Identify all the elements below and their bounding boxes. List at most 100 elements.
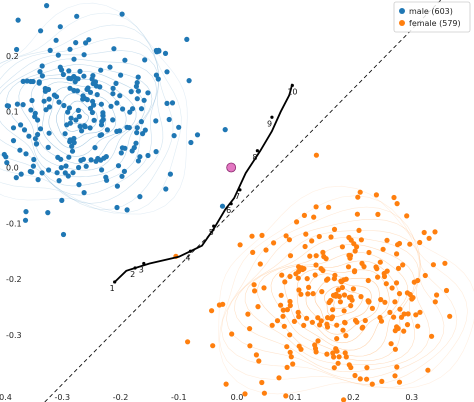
data-point [356,227,362,233]
data-point [313,349,319,355]
data-point [291,318,297,324]
data-point [55,52,61,58]
data-point [87,125,93,131]
trajectory-step-marker [255,149,259,153]
data-point [351,241,357,247]
data-point [381,270,387,277]
data-point [91,117,97,123]
data-point [137,154,143,160]
contour-line [0,37,164,204]
trajectory-step-marker [238,188,242,192]
data-point [135,158,141,164]
trajectory-step-marker [188,249,192,253]
data-point [346,252,352,258]
contour-line [244,237,420,365]
data-point [28,107,34,113]
data-point [130,106,136,112]
data-point [380,246,386,252]
data-point [341,308,347,314]
data-point [98,101,104,107]
data-point [77,68,83,74]
data-point [259,232,265,238]
data-point [76,182,82,188]
data-point [432,299,438,305]
data-point [287,253,294,259]
contour-line [314,279,372,326]
data-point [309,238,315,244]
legend-box [393,1,471,33]
data-point [257,261,263,267]
data-point [395,325,401,332]
data-point [69,143,75,149]
data-point [145,90,151,96]
data-point [331,354,337,360]
data-point [134,96,140,102]
data-point [216,302,222,308]
data-point [66,75,72,81]
data-point [396,379,403,385]
contour-line [0,2,188,215]
data-point [417,309,423,315]
data-point [34,141,40,147]
data-point [14,46,20,53]
data-point [73,117,79,123]
contour-line [42,81,127,157]
contour-line [226,218,445,380]
data-point [1,151,7,158]
data-point [398,314,405,320]
data-point [343,333,349,339]
data-point [304,276,310,282]
data-point [135,88,141,94]
data-point [60,71,66,78]
data-point [432,229,438,235]
data-point [315,315,321,321]
data-point [92,145,98,151]
data-point [76,164,82,171]
data-point [393,280,400,286]
data-point [357,189,363,195]
contour-line [6,64,153,178]
data-point [71,56,77,62]
data-point [252,288,258,294]
data-point [68,115,74,121]
data-point [303,231,309,237]
data-point [375,274,381,280]
data-point [126,125,132,131]
legend-label: male (603) [409,7,453,16]
data-point [163,186,169,192]
data-point [18,122,24,128]
y-tick-label: 0.1 [6,108,19,117]
data-point [37,69,43,75]
data-point [194,132,201,138]
data-point [395,242,401,248]
data-point [46,167,52,173]
data-point [24,78,30,84]
data-point [318,318,324,324]
data-point [32,114,38,120]
data-point [5,103,12,109]
data-point [59,197,65,203]
data-point [56,178,62,184]
data-point [141,97,147,103]
data-point [317,322,323,328]
data-point [394,364,400,370]
data-point [21,127,28,133]
data-point [129,148,135,154]
data-point [79,128,85,134]
data-point [164,100,170,106]
data-point [83,163,89,169]
data-point [313,253,319,259]
data-point [107,64,113,70]
data-point [14,101,20,107]
data-point [283,393,289,399]
data-point [336,354,342,360]
data-point [153,47,159,54]
data-point [162,50,169,57]
data-point [342,319,348,325]
data-point [138,119,144,125]
data-point [334,336,340,342]
data-point [443,287,450,294]
data-point [447,313,453,319]
data-point [296,314,302,320]
data-point [442,260,448,266]
